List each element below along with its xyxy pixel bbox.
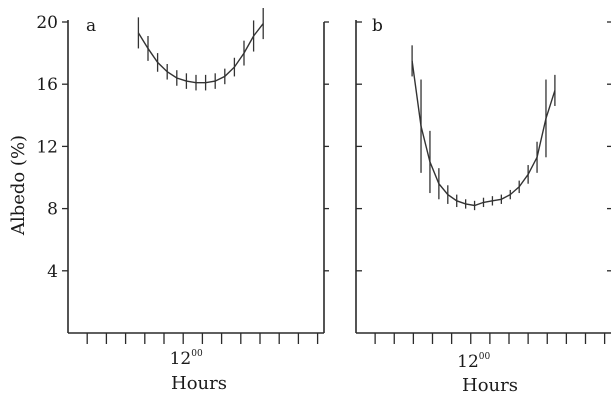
panel-b-series	[411, 45, 556, 211]
y-tick-label: 8	[47, 200, 58, 220]
panel-b-y-ticks	[356, 21, 611, 272]
panel-a-x-ticks	[86, 333, 319, 344]
panel-a-y-ticks	[62, 21, 329, 272]
panel-b-x-tick-label: 1200	[457, 352, 490, 372]
a-albedo-line	[137, 23, 264, 84]
panel-a-series	[137, 8, 264, 91]
b-albedo-line	[411, 60, 556, 207]
y-tick-label: 12	[36, 137, 58, 157]
y-axis-title: Albedo (%)	[8, 135, 29, 236]
panel-b-x-axis-title: Hours	[462, 375, 518, 396]
panel-a-x-axis-title: Hours	[171, 373, 227, 394]
panel-a-x-tick-label: 1200	[170, 349, 203, 369]
y-tick-label: 4	[47, 262, 58, 282]
panel-a-y-tick-labels: 4 8 12 16 20	[36, 13, 58, 282]
panel-a-label: a	[86, 16, 96, 36]
y-tick-label: 16	[36, 75, 58, 95]
panel-b-label: b	[372, 16, 383, 36]
panel-b-x-ticks	[374, 333, 606, 344]
panel-b: b 1200 Hours	[355, 16, 611, 396]
y-tick-label: 20	[36, 13, 58, 33]
panel-a: a 1200 Hours	[62, 8, 329, 394]
